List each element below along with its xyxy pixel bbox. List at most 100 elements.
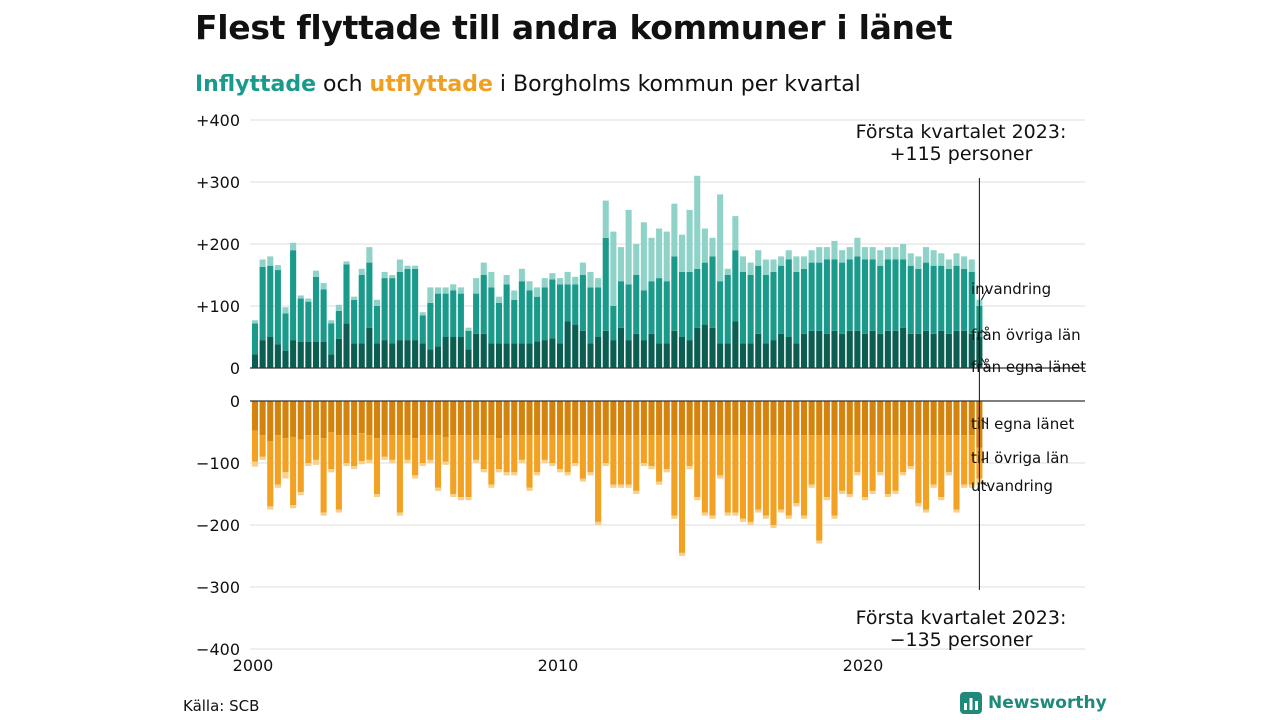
bar-upper-0: [861, 333, 869, 368]
bar-lower-1: [534, 435, 541, 473]
bar-lower-1: [724, 435, 731, 513]
bar-upper-1: [579, 275, 586, 331]
bar-upper-2: [961, 256, 968, 269]
y-tick-label-upper: +200: [196, 235, 240, 254]
bar-lower-1: [602, 435, 609, 463]
bar-lower-1: [930, 435, 937, 485]
bar-lower-0: [579, 401, 586, 436]
newsworthy-logo[interactable]: Newsworthy: [960, 692, 1107, 714]
bar-upper-1: [549, 279, 556, 339]
bar-upper-2: [701, 228, 708, 263]
bar-lower-0: [419, 401, 426, 436]
bar-lower-2: [396, 512, 403, 516]
bar-upper-1: [945, 268, 952, 334]
bar-lower-0: [312, 401, 320, 436]
bar-lower-0: [427, 401, 434, 436]
bar-upper-2: [335, 304, 342, 311]
y-tick-label-upper: 0: [230, 359, 240, 378]
bar-lower-2: [274, 484, 281, 488]
bar-lower-2: [869, 490, 876, 494]
bar-lower-0: [816, 401, 823, 436]
bar-lower-1: [633, 435, 640, 491]
bar-upper-2: [808, 250, 815, 263]
bar-upper-1: [739, 271, 747, 344]
bar-upper-1: [823, 259, 830, 334]
bar-lower-1: [953, 435, 960, 510]
bar-lower-0: [343, 401, 350, 436]
bar-lower-2: [587, 472, 594, 476]
bar-upper-2: [320, 283, 327, 290]
bar-upper-1: [617, 281, 625, 328]
bar-lower-2: [381, 456, 388, 460]
bar-upper-0: [412, 340, 419, 368]
bar-lower-0: [495, 401, 503, 439]
bar-lower-1: [648, 435, 655, 467]
bar-upper-1: [290, 250, 297, 341]
bar-upper-1: [663, 281, 670, 344]
bar-lower-0: [373, 401, 381, 439]
bar-lower-0: [892, 401, 899, 436]
bar-upper-2: [671, 203, 678, 257]
bar-upper-1: [442, 293, 449, 337]
bar-lower-0: [930, 401, 937, 436]
bar-upper-0: [495, 343, 503, 368]
bar-lower-0: [465, 401, 472, 436]
bar-lower-0: [724, 401, 731, 436]
bar-upper-2: [732, 216, 739, 251]
bar-lower-2: [617, 484, 625, 488]
bar-upper-2: [930, 250, 937, 266]
bar-lower-0: [869, 401, 876, 436]
bar-upper-2: [381, 271, 388, 279]
bar-lower-0: [701, 401, 708, 436]
bar-lower-2: [572, 463, 579, 467]
bar-lower-0: [381, 401, 388, 436]
bar-upper-0: [488, 343, 495, 368]
bar-lower-2: [610, 484, 617, 488]
bar-upper-0: [900, 327, 907, 368]
bar-upper-2: [358, 268, 365, 275]
y-tick-label-lower: 0: [230, 392, 240, 411]
bar-upper-0: [617, 327, 625, 368]
bar-lower-1: [282, 438, 289, 473]
bar-upper-2: [328, 320, 335, 324]
bar-upper-0: [785, 337, 792, 368]
bar-lower-0: [938, 401, 945, 436]
bar-upper-1: [602, 237, 609, 331]
bar-lower-0: [434, 401, 442, 436]
bar-upper-2: [518, 268, 525, 282]
bar-upper-0: [915, 333, 922, 368]
bar-upper-1: [381, 278, 388, 341]
y-tick-label-upper: +300: [196, 173, 240, 192]
bar-upper-2: [396, 259, 403, 272]
bar-upper-1: [526, 290, 533, 344]
bar-upper-2: [366, 247, 373, 263]
bar-lower-2: [488, 484, 495, 488]
bar-lower-0: [800, 401, 808, 436]
bar-lower-2: [556, 469, 564, 473]
bar-upper-0: [816, 330, 823, 368]
bar-lower-1: [640, 435, 647, 463]
bar-lower-2: [831, 515, 838, 519]
bar-lower-0: [595, 401, 602, 436]
bar-lower-2: [747, 521, 754, 525]
bar-lower-1: [846, 435, 853, 494]
y-tick-label-lower: −100: [196, 454, 240, 473]
bar-lower-1: [518, 435, 525, 460]
bar-upper-0: [648, 333, 655, 368]
bar-lower-0: [694, 401, 701, 436]
bar-lower-2: [343, 463, 350, 467]
bar-lower-2: [968, 484, 975, 488]
bar-lower-2: [541, 459, 548, 463]
bar-upper-2: [938, 253, 945, 266]
bar-lower-1: [549, 435, 556, 463]
bar-lower-0: [778, 401, 785, 436]
bar-upper-2: [602, 200, 609, 238]
bar-lower-1: [663, 435, 670, 470]
bar-upper-1: [808, 262, 815, 331]
bar-lower-0: [633, 401, 640, 436]
bar-lower-2: [351, 466, 358, 470]
bar-upper-1: [404, 268, 411, 341]
bar-upper-1: [412, 268, 419, 341]
bar-lower-1: [709, 435, 716, 516]
series-label-upper: från egna länet: [971, 358, 1086, 376]
